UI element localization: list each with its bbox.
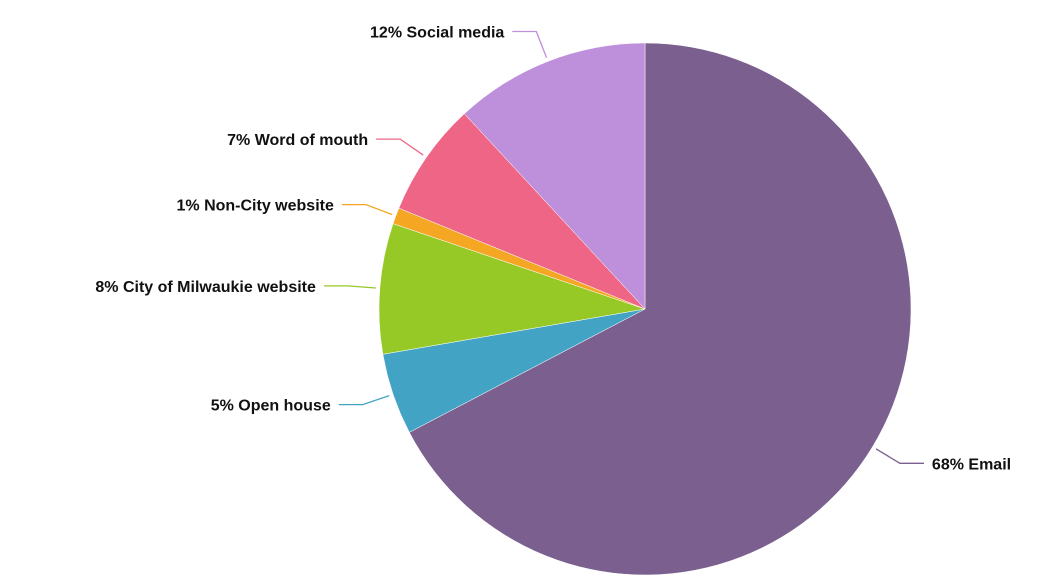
leader-line-city-of-milwaukie-website [323,285,376,289]
pie-slice-word-of-mouth [398,113,646,310]
slice-label-non-city-website: 1% Non-City website [177,198,334,215]
pie-slice-social-media [464,42,646,310]
pie-slice-email [408,42,912,576]
leader-line-word-of-mouth [376,138,424,156]
slice-label-word-of-mouth: 7% Word of mouth [227,132,368,149]
leader-line-email [875,448,924,464]
leader-line-non-city-website [341,204,393,216]
slice-label-email: 68% Email [932,456,1011,473]
leader-lines [323,30,924,464]
slice-label-social-media: 12% Social media [370,25,504,42]
pie-slices [378,42,912,576]
slice-label-open-house: 5% Open house [211,398,331,415]
pie-slice-city-of-milwaukie-website [378,223,646,355]
leader-line-social-media [512,30,548,58]
slice-label-city-of-milwaukie-website: 8% City of Milwaukie website [95,279,316,296]
leader-line-open-house [338,395,390,406]
slice-labels: 68% Email 5% Open house 8% City of Milwauk… [95,25,1011,474]
